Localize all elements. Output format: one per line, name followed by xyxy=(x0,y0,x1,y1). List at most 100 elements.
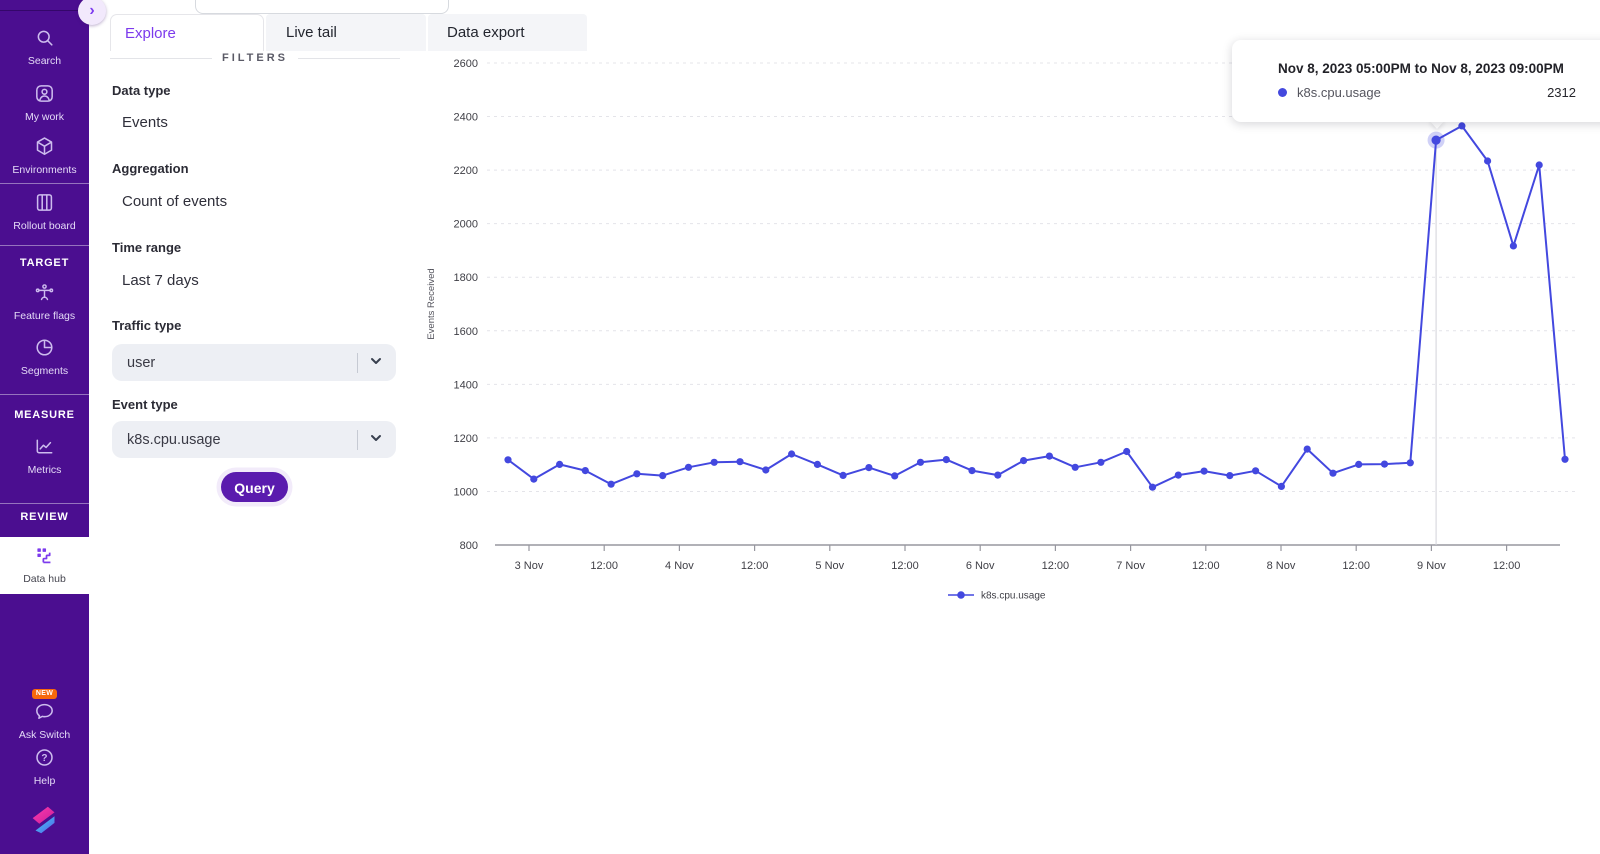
tooltip-series-name: k8s.cpu.usage xyxy=(1297,85,1381,100)
data-point[interactable] xyxy=(607,480,615,488)
y-axis-title: Events Received xyxy=(426,268,437,339)
data-point[interactable] xyxy=(1484,157,1492,165)
data-point[interactable] xyxy=(1303,445,1311,453)
chart-tooltip: Nov 8, 2023 05:00PM to Nov 8, 2023 09:00… xyxy=(1232,40,1600,122)
data-point[interactable] xyxy=(1097,458,1105,466)
chevron-right-icon: › xyxy=(89,2,95,19)
environments-icon xyxy=(33,135,56,158)
data-point[interactable] xyxy=(1071,463,1079,471)
data-point[interactable] xyxy=(891,472,899,480)
data-point[interactable] xyxy=(762,466,770,474)
segments-icon xyxy=(33,336,56,359)
sidebar-section-divider xyxy=(0,503,89,504)
data-point[interactable] xyxy=(556,460,564,468)
data-point[interactable] xyxy=(1174,471,1182,479)
data-type-value[interactable]: Events xyxy=(122,114,168,131)
data-point[interactable] xyxy=(813,460,822,468)
data-point[interactable] xyxy=(1123,447,1131,456)
data-point[interactable] xyxy=(1406,459,1414,467)
y-tick-label: 2000 xyxy=(454,219,478,231)
sidebar-item-data-hub[interactable]: Data hub xyxy=(0,537,89,594)
x-tick-label: 3 Nov xyxy=(515,560,544,572)
y-tick-label: 2400 xyxy=(454,112,478,124)
event-type-label: Event type xyxy=(112,397,178,412)
data-point[interactable] xyxy=(504,456,512,464)
x-tick-label: 12:00 xyxy=(1042,560,1070,572)
data-point[interactable] xyxy=(1329,469,1337,477)
tooltip-series-value: 2312 xyxy=(1547,85,1576,100)
data-point[interactable] xyxy=(1252,467,1260,475)
sidebar-item-label: Metrics xyxy=(27,464,62,476)
x-tick-label: 8 Nov xyxy=(1267,560,1296,572)
sidebar-item-label: Environments xyxy=(12,164,77,176)
data-point[interactable] xyxy=(1045,452,1053,460)
tooltip-time-range: Nov 8, 2023 05:00PM to Nov 8, 2023 09:00… xyxy=(1278,61,1564,76)
data-point[interactable] xyxy=(942,456,950,464)
sidebar-top-divider xyxy=(0,10,89,11)
data-point[interactable] xyxy=(968,467,976,475)
data-point[interactable] xyxy=(1148,483,1157,491)
data-point[interactable] xyxy=(659,472,667,480)
sidebar-item-search[interactable]: Search xyxy=(0,26,89,67)
data-point[interactable] xyxy=(1020,457,1028,465)
data-point[interactable] xyxy=(1277,482,1285,490)
metrics-icon xyxy=(33,435,56,458)
sidebar-item-ask-switch[interactable]: NEW Ask Switch xyxy=(0,682,89,741)
tab-data-export[interactable]: Data export xyxy=(428,14,587,51)
query-button[interactable]: Query xyxy=(221,472,288,502)
sidebar-item-label: Data hub xyxy=(23,573,66,585)
sidebar-item-metrics[interactable]: Metrics xyxy=(0,435,89,476)
ask-switch-icon xyxy=(33,700,56,723)
sidebar-item-segments[interactable]: Segments xyxy=(0,336,89,377)
series-dot-icon xyxy=(1278,88,1287,97)
sidebar-section-header-measure: MEASURE xyxy=(14,409,75,421)
data-point[interactable] xyxy=(710,458,718,466)
data-point[interactable] xyxy=(736,458,744,466)
traffic-type-select[interactable]: user xyxy=(112,344,396,381)
data-point[interactable] xyxy=(530,475,538,483)
data-point[interactable] xyxy=(916,458,925,466)
data-point[interactable] xyxy=(1226,472,1234,480)
data-point[interactable] xyxy=(1535,161,1543,169)
chevron-down-icon xyxy=(369,354,383,372)
event-type-select[interactable]: k8s.cpu.usage xyxy=(112,421,396,458)
sidebar-item-feature-flags[interactable]: Feature flags xyxy=(0,281,89,322)
aggregation-value[interactable]: Count of events xyxy=(122,193,228,210)
sidebar-item-rollout-board[interactable]: Rollout board xyxy=(0,191,89,232)
sidebar-expand-button[interactable]: › xyxy=(78,0,106,25)
legend-marker[interactable] xyxy=(957,591,965,599)
data-point[interactable] xyxy=(684,463,693,471)
sidebar-item-label: Rollout board xyxy=(13,220,76,232)
data-point[interactable] xyxy=(1355,460,1363,468)
time-range-value[interactable]: Last 7 days xyxy=(122,272,199,289)
data-point[interactable] xyxy=(994,471,1002,479)
legend-label[interactable]: k8s.cpu.usage xyxy=(981,591,1046,602)
top-truncated-input[interactable] xyxy=(195,0,449,14)
tooltip-series-row: k8s.cpu.usage 2312 xyxy=(1278,85,1576,100)
data-point[interactable] xyxy=(633,470,641,478)
data-point[interactable] xyxy=(1380,460,1389,468)
sidebar-item-help[interactable]: ? Help xyxy=(0,746,89,787)
x-tick-label: 9 Nov xyxy=(1417,560,1446,572)
sidebar-section-header-review: REVIEW xyxy=(20,511,69,523)
data-point[interactable] xyxy=(1200,467,1208,475)
tab-live-tail[interactable]: Live tail xyxy=(266,14,426,51)
sidebar-item-my-work[interactable]: My work xyxy=(0,82,89,123)
data-point[interactable] xyxy=(1561,455,1569,463)
y-tick-label: 2600 xyxy=(454,58,478,70)
data-point[interactable] xyxy=(839,471,847,479)
tab-explore[interactable]: Explore xyxy=(110,14,264,51)
app-logo[interactable] xyxy=(0,797,89,848)
data-point[interactable] xyxy=(865,464,873,472)
data-point[interactable] xyxy=(1458,122,1466,130)
y-tick-label: 1200 xyxy=(454,433,478,445)
tooltip-notch xyxy=(1429,120,1445,129)
highlighted-point[interactable] xyxy=(1431,135,1441,145)
sidebar-item-environments[interactable]: Environments xyxy=(0,135,89,176)
data-point[interactable] xyxy=(788,450,796,458)
y-tick-label: 1800 xyxy=(454,272,478,284)
data-point[interactable] xyxy=(581,467,589,475)
data-point[interactable] xyxy=(1509,242,1517,250)
